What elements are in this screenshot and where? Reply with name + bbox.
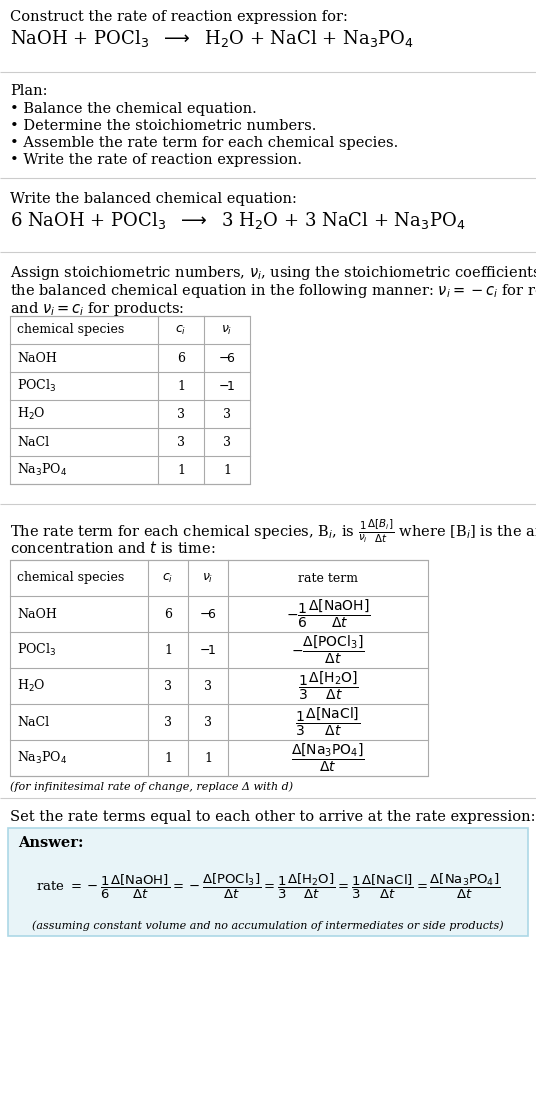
Text: (assuming constant volume and no accumulation of intermediates or side products): (assuming constant volume and no accumul… xyxy=(32,921,504,932)
Text: Na$_3$PO$_4$: Na$_3$PO$_4$ xyxy=(17,461,67,478)
Text: Plan:: Plan: xyxy=(10,84,48,98)
Text: $-\dfrac{1}{6}\dfrac{\Delta[\mathrm{NaOH}]}{\Delta t}$: $-\dfrac{1}{6}\dfrac{\Delta[\mathrm{NaOH… xyxy=(286,597,370,630)
Text: $-\!6$: $-\!6$ xyxy=(199,607,217,620)
Text: 3: 3 xyxy=(204,716,212,729)
Text: 3: 3 xyxy=(223,408,231,421)
Text: POCl$_3$: POCl$_3$ xyxy=(17,642,56,658)
Text: Na$_3$PO$_4$: Na$_3$PO$_4$ xyxy=(17,750,67,766)
Text: the balanced chemical equation in the following manner: $\nu_i = -c_i$ for react: the balanced chemical equation in the fo… xyxy=(10,282,536,300)
Text: NaOH: NaOH xyxy=(17,352,57,365)
Text: Set the rate terms equal to each other to arrive at the rate expression:: Set the rate terms equal to each other t… xyxy=(10,810,535,824)
Text: 1: 1 xyxy=(177,379,185,392)
Text: 3: 3 xyxy=(177,435,185,448)
Text: Assign stoichiometric numbers, $\nu_i$, using the stoichiometric coefficients, $: Assign stoichiometric numbers, $\nu_i$, … xyxy=(10,264,536,282)
Text: and $\nu_i = c_i$ for products:: and $\nu_i = c_i$ for products: xyxy=(10,300,184,318)
Text: 3: 3 xyxy=(204,680,212,693)
Text: $\nu_i$: $\nu_i$ xyxy=(221,323,233,336)
Text: 1: 1 xyxy=(204,752,212,765)
Text: $c_i$: $c_i$ xyxy=(175,323,187,336)
Text: 3: 3 xyxy=(164,716,172,729)
Text: 6: 6 xyxy=(177,352,185,365)
Text: 1: 1 xyxy=(164,643,172,657)
Text: POCl$_3$: POCl$_3$ xyxy=(17,378,56,395)
Text: $-\!1$: $-\!1$ xyxy=(199,643,217,657)
Text: chemical species: chemical species xyxy=(17,571,124,584)
Text: NaCl: NaCl xyxy=(17,716,49,729)
Text: 1: 1 xyxy=(223,464,231,477)
Text: 6: 6 xyxy=(164,607,172,620)
Text: $c_i$: $c_i$ xyxy=(162,571,174,584)
Text: Construct the rate of reaction expression for:: Construct the rate of reaction expressio… xyxy=(10,10,348,24)
Text: chemical species: chemical species xyxy=(17,323,124,336)
Text: • Assemble the rate term for each chemical species.: • Assemble the rate term for each chemic… xyxy=(10,136,398,150)
Text: H$_2$O: H$_2$O xyxy=(17,406,46,422)
Text: concentration and $t$ is time:: concentration and $t$ is time: xyxy=(10,540,215,556)
Text: Answer:: Answer: xyxy=(18,836,84,850)
Text: NaOH + POCl$_3$  $\longrightarrow$  H$_2$O + NaCl + Na$_3$PO$_4$: NaOH + POCl$_3$ $\longrightarrow$ H$_2$O… xyxy=(10,28,414,49)
Text: $-\!1$: $-\!1$ xyxy=(218,379,236,392)
Text: • Balance the chemical equation.: • Balance the chemical equation. xyxy=(10,102,257,116)
Text: $-\!6$: $-\!6$ xyxy=(218,352,236,365)
Text: $\nu_i$: $\nu_i$ xyxy=(202,571,214,584)
Text: rate $= -\dfrac{1}{6}\dfrac{\Delta[\mathrm{NaOH}]}{\Delta t} = -\dfrac{\Delta[\m: rate $= -\dfrac{1}{6}\dfrac{\Delta[\math… xyxy=(36,871,500,901)
Text: $\dfrac{\Delta[\mathrm{Na_3PO_4}]}{\Delta t}$: $\dfrac{\Delta[\mathrm{Na_3PO_4}]}{\Delt… xyxy=(291,742,365,774)
Text: $\dfrac{1}{3}\dfrac{\Delta[\mathrm{H_2O}]}{\Delta t}$: $\dfrac{1}{3}\dfrac{\Delta[\mathrm{H_2O}… xyxy=(297,670,359,703)
Text: (for infinitesimal rate of change, replace Δ with d): (for infinitesimal rate of change, repla… xyxy=(10,781,293,791)
Text: The rate term for each chemical species, B$_i$, is $\frac{1}{\nu_i}\frac{\Delta[: The rate term for each chemical species,… xyxy=(10,518,536,546)
Text: 6 NaOH + POCl$_3$  $\longrightarrow$  3 H$_2$O + 3 NaCl + Na$_3$PO$_4$: 6 NaOH + POCl$_3$ $\longrightarrow$ 3 H$… xyxy=(10,210,465,231)
Text: 3: 3 xyxy=(164,680,172,693)
Text: rate term: rate term xyxy=(298,571,358,584)
Text: 3: 3 xyxy=(177,408,185,421)
Text: NaCl: NaCl xyxy=(17,435,49,448)
Text: 1: 1 xyxy=(177,464,185,477)
FancyBboxPatch shape xyxy=(8,827,528,936)
Text: • Write the rate of reaction expression.: • Write the rate of reaction expression. xyxy=(10,153,302,167)
Bar xyxy=(10,560,428,776)
Bar xyxy=(10,316,250,484)
Text: Write the balanced chemical equation:: Write the balanced chemical equation: xyxy=(10,192,297,206)
Text: NaOH: NaOH xyxy=(17,607,57,620)
Text: H$_2$O: H$_2$O xyxy=(17,678,46,694)
Text: $-\dfrac{\Delta[\mathrm{POCl_3}]}{\Delta t}$: $-\dfrac{\Delta[\mathrm{POCl_3}]}{\Delta… xyxy=(291,633,364,666)
Text: 3: 3 xyxy=(223,435,231,448)
Text: $\dfrac{1}{3}\dfrac{\Delta[\mathrm{NaCl}]}{\Delta t}$: $\dfrac{1}{3}\dfrac{\Delta[\mathrm{NaCl}… xyxy=(295,706,361,739)
Text: • Determine the stoichiometric numbers.: • Determine the stoichiometric numbers. xyxy=(10,119,316,133)
Text: 1: 1 xyxy=(164,752,172,765)
